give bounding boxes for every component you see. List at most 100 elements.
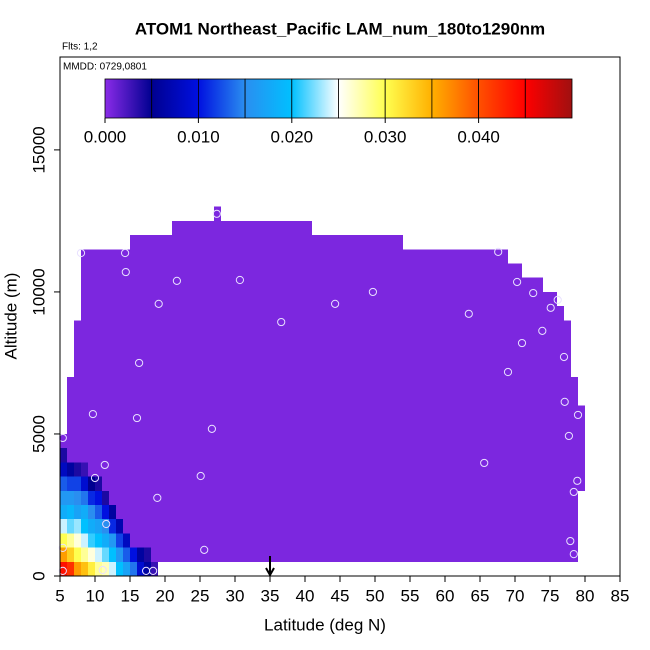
flight-point <box>88 409 98 419</box>
flight-point <box>135 358 144 368</box>
heatmap-cell <box>88 561 95 576</box>
flight-point <box>121 267 130 277</box>
heatmap-cell <box>95 561 102 576</box>
x-tick-label: 10 <box>86 586 105 605</box>
flight-point <box>513 277 522 287</box>
flight-point <box>368 287 377 297</box>
annotation: Flts: 1,2 <box>62 42 98 53</box>
x-tick-label: 5 <box>55 586 64 605</box>
plot-area <box>58 206 585 576</box>
heatmap-cell <box>137 561 144 576</box>
colorbar-segment <box>478 78 526 119</box>
x-tick-label: 15 <box>121 586 140 605</box>
x-tick-label: 85 <box>611 586 630 605</box>
heatmap-cell <box>95 490 102 505</box>
y-tick-label: 15000 <box>29 126 48 173</box>
flight-point <box>102 519 111 529</box>
heatmap-cell <box>88 519 95 534</box>
data-region <box>578 405 585 491</box>
colorbar-segment <box>338 78 386 119</box>
colorbar-segment <box>384 78 433 119</box>
flight-point <box>154 299 163 308</box>
data-region <box>543 291 557 562</box>
heatmap-cell <box>81 561 88 576</box>
heatmap-cell <box>102 533 109 548</box>
heatmap-cell <box>60 504 67 520</box>
heatmap-cell <box>67 533 74 548</box>
colorbar-segment <box>291 78 339 119</box>
heatmap-cell <box>95 504 102 520</box>
flight-point <box>200 545 209 554</box>
heatmap-cell <box>109 533 116 548</box>
heatmap-cell <box>102 490 109 505</box>
flight-point <box>58 543 67 552</box>
annotation: MMDD: 0729,0801 <box>63 62 147 73</box>
x-tick-label: 55 <box>401 586 420 605</box>
data-region <box>403 249 508 562</box>
x-tick-label: 45 <box>331 586 350 605</box>
heatmap-cell <box>88 476 95 491</box>
flight-point <box>58 566 67 575</box>
flight-point <box>121 248 130 258</box>
heatmap-cell <box>81 533 88 548</box>
colorbar-segment <box>151 78 199 119</box>
heatmap-cell <box>102 519 109 534</box>
colorbar-segment <box>524 78 573 119</box>
heatmap-cell <box>116 519 123 534</box>
x-tick-label: 60 <box>436 586 455 605</box>
x-axis-label: Latitude (deg N) <box>264 615 386 634</box>
flight-point <box>553 295 562 304</box>
heatmap-cell <box>123 547 130 562</box>
heatmap-cell <box>60 533 67 548</box>
heatmap-cell <box>95 519 102 534</box>
data-region <box>312 235 403 562</box>
heatmap-cell <box>81 462 88 477</box>
flight-point <box>569 550 578 559</box>
colorbar-segment <box>244 78 293 119</box>
data-region <box>571 377 578 562</box>
flight-point <box>331 299 340 308</box>
heatmap-cell <box>88 504 95 520</box>
x-tick-label: 65 <box>471 586 490 605</box>
heatmap-cell <box>67 519 74 534</box>
heatmap-cell <box>123 561 130 576</box>
flight-point <box>494 247 503 256</box>
flight-point <box>100 460 109 470</box>
heatmap-cell <box>81 504 88 520</box>
heatmap-cell <box>67 561 74 576</box>
data-region <box>130 235 172 562</box>
flight-point <box>464 309 473 318</box>
flight-point <box>573 476 582 485</box>
flight-point <box>546 303 555 312</box>
flight-point <box>564 431 574 441</box>
heatmap-cell <box>74 476 81 491</box>
flight-point <box>212 209 221 218</box>
heatmap-cell <box>88 547 95 562</box>
colorbar-segment <box>197 78 246 119</box>
y-axis-label: Altitude (m) <box>1 273 20 360</box>
heatmap-cell <box>151 561 158 576</box>
flight-point <box>172 276 181 285</box>
flight-point <box>153 493 162 502</box>
heatmap-cell <box>95 533 102 548</box>
heatmap-cell <box>109 561 116 576</box>
heatmap-cell <box>74 490 81 505</box>
data-region <box>214 206 221 562</box>
x-tick-label: 35 <box>261 586 280 605</box>
flight-point <box>538 326 547 335</box>
heatmap-cell <box>88 533 95 548</box>
heatmap-cell <box>67 504 74 520</box>
heatmap-cell <box>60 561 67 576</box>
y-tick-label: 5000 <box>29 415 48 453</box>
colorbar-segment <box>104 78 153 119</box>
x-tick-label: 25 <box>191 586 210 605</box>
heatmap-cell <box>109 519 116 534</box>
heatmap-cell <box>74 462 81 477</box>
chart-title: ATOM1 Northeast_Pacific LAM_num_180to129… <box>135 19 545 38</box>
data-region <box>564 320 571 562</box>
flight-point <box>503 367 513 377</box>
heatmap-cell <box>67 547 74 562</box>
flight-point <box>76 248 86 258</box>
flight-point <box>132 413 142 423</box>
